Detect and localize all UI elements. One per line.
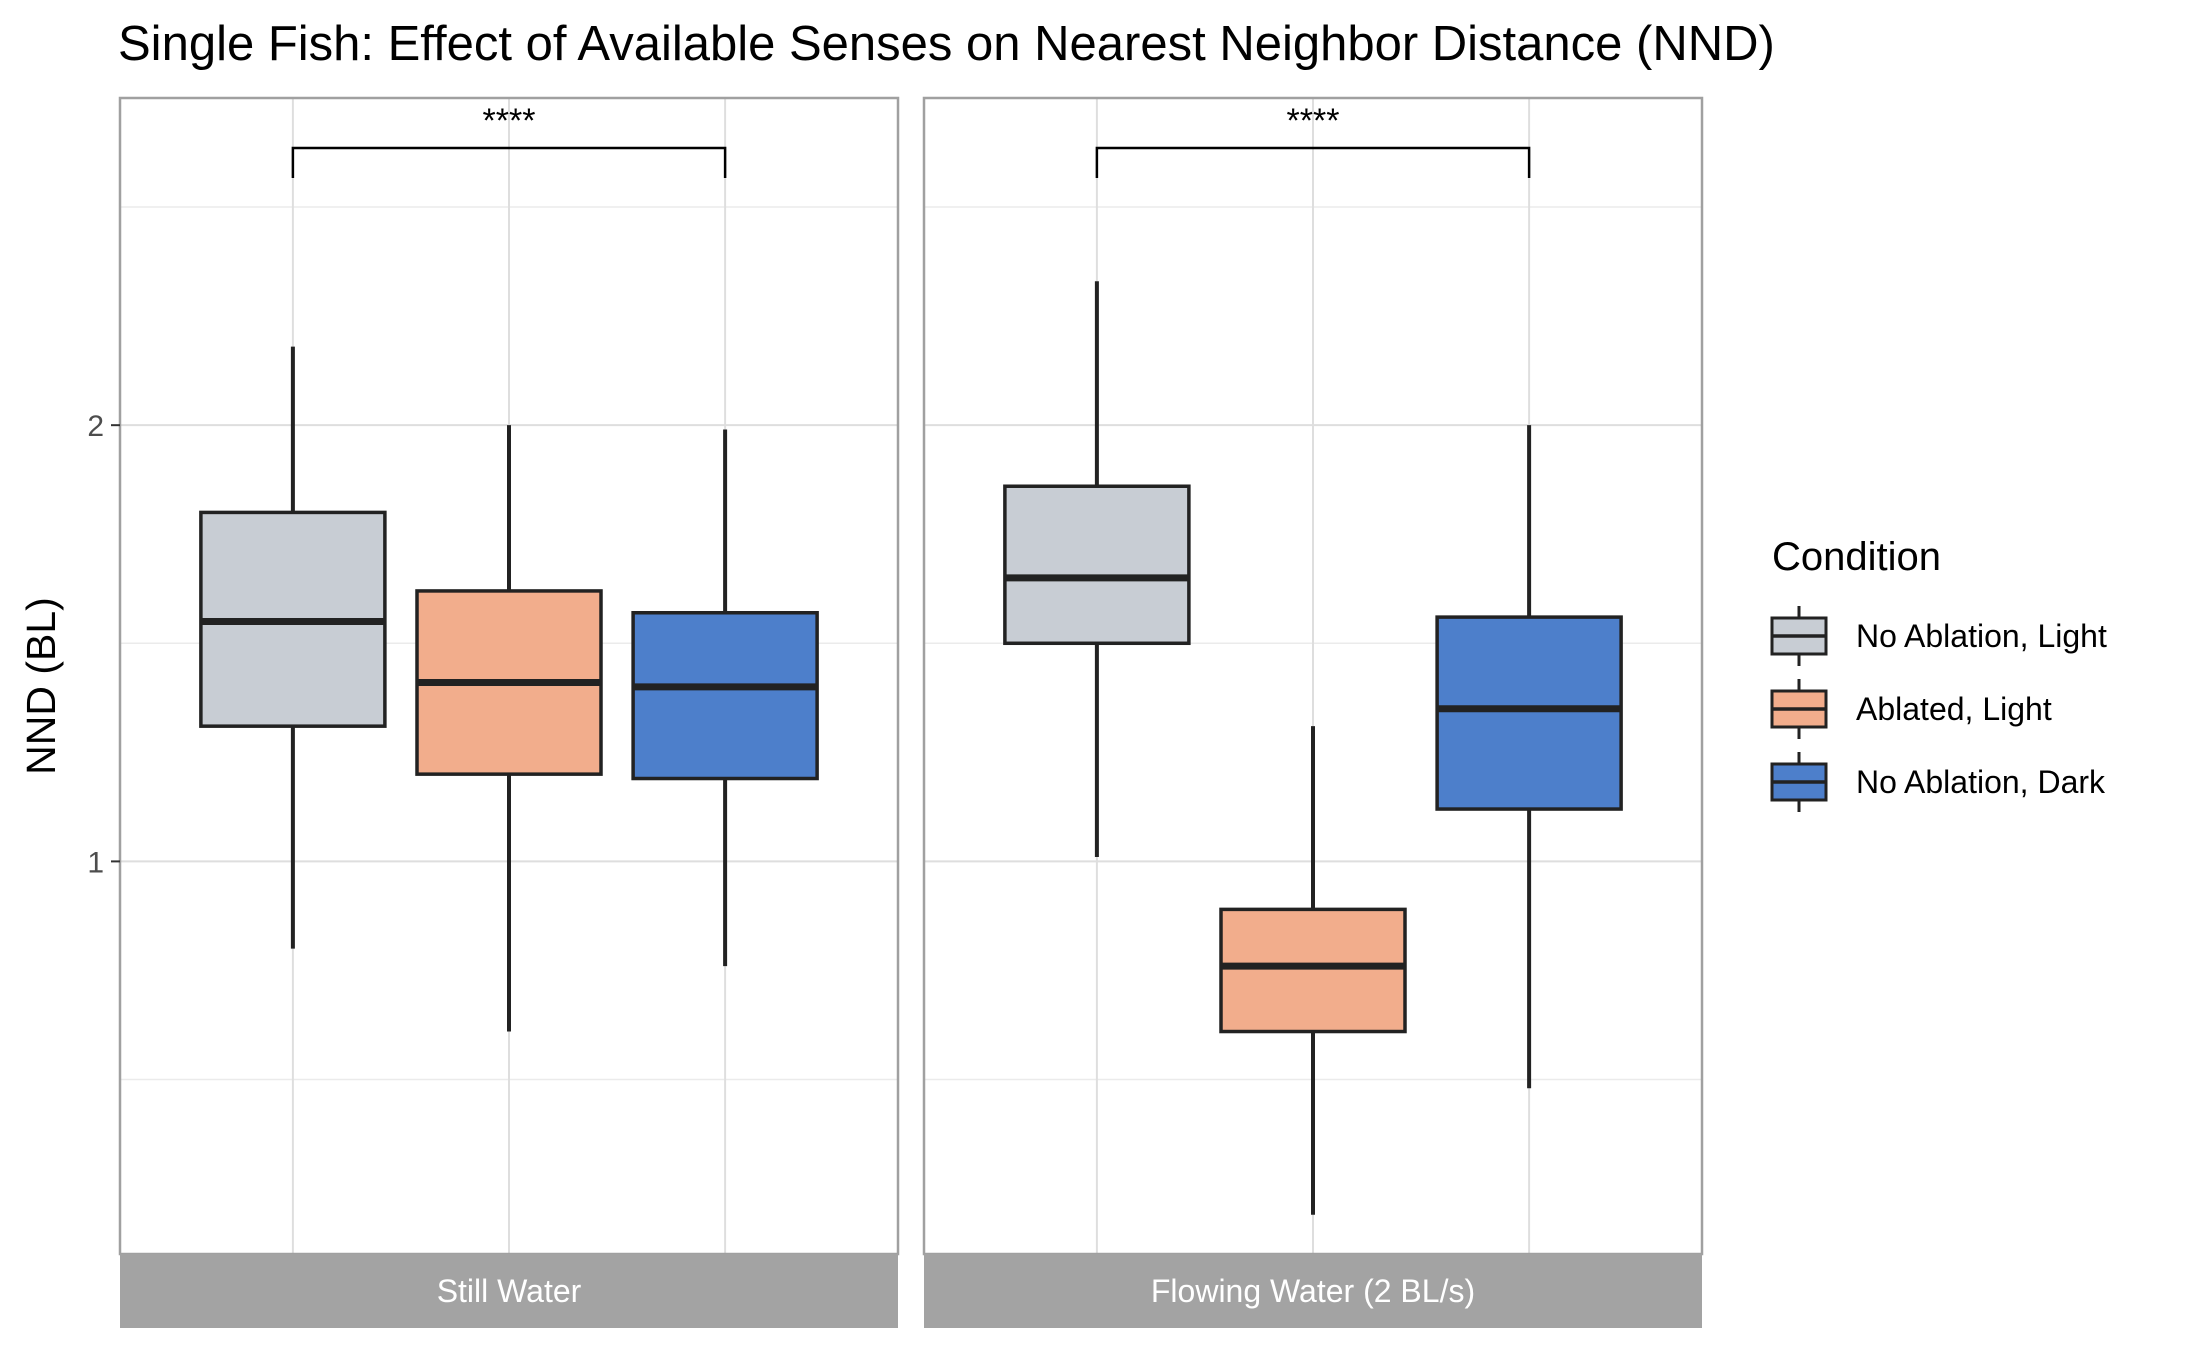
- y-axis-title: NND (BL): [18, 597, 64, 775]
- box-iqr: [1435, 615, 1623, 811]
- legend-label: No Ablation, Light: [1856, 618, 2107, 654]
- legend-item-3: No Ablation, Dark: [1770, 752, 2106, 812]
- box-iqr: [631, 610, 819, 781]
- significance-bracket: ****: [1095, 102, 1531, 178]
- significance-label: ****: [1287, 102, 1340, 140]
- y-tick-label: 2: [87, 410, 104, 443]
- legend-label: Ablated, Light: [1856, 691, 2052, 727]
- strip-label: Still Water: [437, 1273, 582, 1309]
- bracket-line: [291, 146, 727, 178]
- box-1-2: [415, 425, 603, 1032]
- strip-background: [120, 1254, 898, 1328]
- y-tick-label: 1: [87, 846, 104, 879]
- box-2-3: [1435, 425, 1623, 1089]
- legend: Condition No Ablation, Light Ablated, Lig…: [1770, 535, 2107, 812]
- box-iqr: [1003, 484, 1191, 646]
- box-2-2: [1219, 726, 1407, 1215]
- bracket-line: [1095, 146, 1531, 178]
- panel-1: **** Still Water: [118, 96, 900, 1328]
- significance-bracket: ****: [291, 102, 727, 178]
- panels-layer: **** Still Water **** Flowing Water (2 BL/s…: [87, 96, 1704, 1328]
- legend-item-1: No Ablation, Light: [1770, 606, 2107, 666]
- strip-label: Flowing Water (2 BL/s): [1151, 1273, 1475, 1309]
- legend-item-2: Ablated, Light: [1770, 679, 2052, 739]
- panel-2: **** Flowing Water (2 BL/s): [922, 96, 1704, 1328]
- significance-label: ****: [483, 102, 536, 140]
- chart-title: Single Fish: Effect of Available Senses …: [118, 17, 1775, 71]
- box-iqr: [1219, 907, 1407, 1034]
- strip-background: [924, 1254, 1702, 1328]
- box-1-1: [199, 346, 387, 949]
- box-1-3: [631, 429, 819, 967]
- legend-label: No Ablation, Dark: [1856, 764, 2106, 800]
- y-axis: 12: [87, 410, 120, 879]
- box-2-1: [1003, 281, 1191, 858]
- legend-title: Condition: [1772, 535, 1941, 579]
